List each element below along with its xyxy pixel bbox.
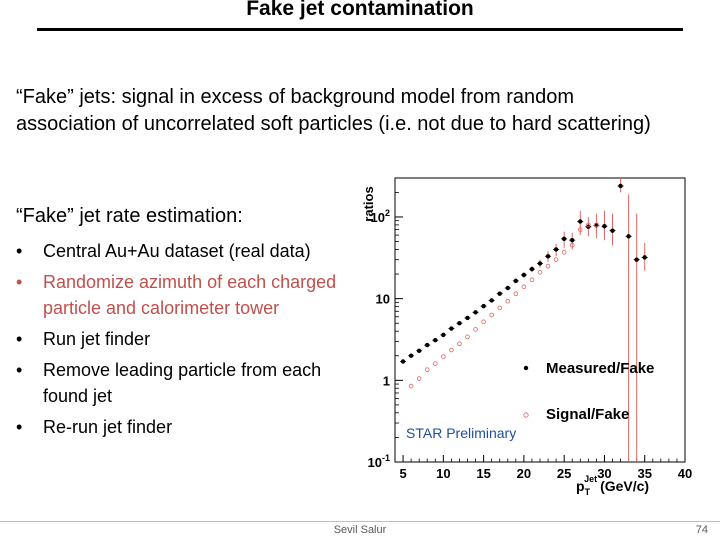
measured-point: [465, 315, 470, 321]
bullet-dot: •: [16, 241, 23, 261]
intro-paragraph: “Fake” jets: signal in excess of backgro…: [16, 86, 651, 135]
measured-point: [489, 298, 494, 303]
measured-point: [449, 326, 454, 331]
y-axis-label: ratios: [361, 186, 376, 221]
signal-point: [473, 327, 478, 332]
signal-point: [424, 367, 430, 372]
bullet-dot: •: [16, 329, 23, 349]
measured-point: [537, 261, 543, 266]
measured-point: [408, 353, 414, 358]
bullet-item: • Central Au+Au dataset (real data): [16, 238, 361, 264]
measured-point: [553, 247, 559, 252]
bullet-text: Re-run jet finder: [43, 417, 173, 437]
signal-point: [481, 319, 486, 325]
bullet-item: • Run jet finder: [16, 326, 361, 352]
measured-point: [642, 255, 647, 260]
x-axis-label: pTJet (GeV/c): [576, 474, 649, 497]
measured-point: [416, 348, 422, 353]
y-tick-label: 1: [383, 373, 390, 388]
signal-point: [594, 222, 599, 228]
signal-point: [505, 298, 511, 304]
x-tick-label: 35: [637, 466, 651, 481]
measured-point: [441, 332, 446, 338]
measured-point: [602, 224, 607, 229]
bullet-text: Run jet finder: [43, 329, 151, 349]
signal-point: [537, 270, 543, 275]
title-underline: [37, 28, 683, 31]
signal-point: [529, 277, 535, 283]
legend-measured-label: Measured/Fake: [546, 360, 654, 377]
star-preliminary-annotation: STAR Preliminary: [406, 425, 516, 441]
measured-point: [433, 337, 438, 343]
footer-author: Sevil Salur: [333, 524, 387, 536]
signal-point: [586, 222, 591, 228]
y-tick-label: 10: [376, 292, 390, 307]
measured-point: [626, 234, 631, 239]
bullet-text: Randomize azimuth of each charged partic…: [43, 272, 337, 318]
signal-point: [497, 305, 503, 311]
measured-point: [521, 272, 527, 278]
measured-point: [497, 291, 502, 296]
x-tick-label: 15: [476, 466, 490, 481]
x-tick-label: 25: [557, 466, 571, 481]
legend-signal-marker: [523, 412, 529, 418]
x-tick-label: 30: [597, 466, 611, 481]
signal-point: [569, 242, 575, 248]
bullet-list: • Central Au+Au dataset (real data) • Rand…: [16, 238, 361, 445]
signal-point: [489, 312, 494, 318]
bullet-dot: •: [16, 417, 23, 437]
y-tick-label: 102: [371, 208, 390, 225]
measured-point: [570, 237, 575, 243]
measured-point: [505, 285, 510, 291]
measured-point: [425, 342, 430, 348]
legend-signal-label: Signal/Fake: [546, 406, 629, 423]
x-tick-label: 10: [436, 466, 450, 481]
signal-point: [432, 361, 438, 366]
signal-point: [577, 227, 583, 232]
bullet-item: • Remove leading particle from each found…: [16, 357, 361, 409]
measured-point: [473, 310, 478, 315]
measured-point: [618, 183, 623, 189]
measured-point: [457, 321, 462, 326]
slide-title: Fake jet contamination: [246, 0, 474, 20]
signal-point: [465, 334, 470, 340]
measured-point: [529, 266, 535, 272]
fake-rate-subheading: “Fake” jet rate estimation:: [16, 205, 243, 227]
measured-point: [400, 359, 406, 364]
page-number: 74: [695, 524, 708, 536]
legend-measured-marker: [523, 365, 529, 371]
signal-point: [457, 341, 462, 347]
x-tick-label: 5: [399, 466, 406, 481]
measured-point: [481, 303, 486, 309]
bullet-text: Remove leading particle from each found …: [43, 360, 322, 406]
footer-divider: [0, 521, 720, 522]
bullet-text: Central Au+Au dataset (real data): [43, 241, 311, 261]
signal-point: [408, 383, 414, 389]
plot-frame: [394, 177, 686, 463]
signal-point: [545, 263, 551, 269]
signal-point: [561, 249, 567, 255]
signal-point: [521, 284, 527, 290]
measured-point: [610, 228, 615, 233]
y-tick-label: 10-1: [368, 453, 390, 470]
bullet-item: • Re-run jet finder: [16, 414, 361, 440]
x-tick-label: 20: [517, 466, 531, 481]
signal-point: [513, 291, 519, 296]
bullet-item: • Randomize azimuth of each charged parti…: [16, 269, 361, 321]
signal-point: [441, 354, 446, 359]
measured-point: [513, 278, 519, 284]
measured-point: [578, 219, 583, 224]
measured-point: [561, 236, 567, 242]
bullet-dot: •: [16, 360, 23, 380]
bullet-dot: •: [16, 272, 23, 292]
ratio-chart: 5 10 15 20 25 30 35 40 10-1 1 10 102 ratios pTJet (G…: [361, 177, 692, 497]
signal-point: [449, 347, 454, 353]
signal-point: [416, 376, 422, 381]
measured-point: [634, 257, 639, 262]
x-tick-label: 40: [678, 466, 692, 481]
measured-point: [545, 254, 551, 259]
signal-point: [553, 257, 559, 262]
